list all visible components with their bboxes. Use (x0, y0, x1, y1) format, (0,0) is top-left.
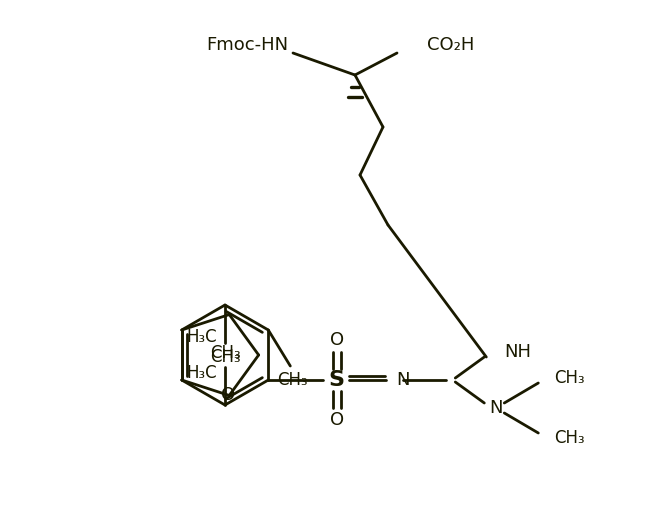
Text: S: S (328, 370, 344, 390)
Text: O: O (330, 411, 344, 429)
Text: N: N (396, 371, 410, 389)
Text: CH₃: CH₃ (277, 371, 307, 389)
Text: N: N (489, 399, 503, 417)
Text: H₃C: H₃C (186, 328, 216, 346)
Text: CH₃: CH₃ (210, 344, 240, 362)
Text: NH: NH (504, 343, 531, 361)
Text: CH₃: CH₃ (554, 429, 585, 447)
Text: Fmoc-HN: Fmoc-HN (206, 36, 288, 54)
Text: O: O (330, 331, 344, 349)
Text: CH₃: CH₃ (554, 369, 585, 387)
Text: H₃C: H₃C (186, 364, 216, 382)
Text: CH₃: CH₃ (210, 348, 240, 366)
Text: CO₂H: CO₂H (427, 36, 474, 54)
Text: O: O (221, 386, 235, 404)
